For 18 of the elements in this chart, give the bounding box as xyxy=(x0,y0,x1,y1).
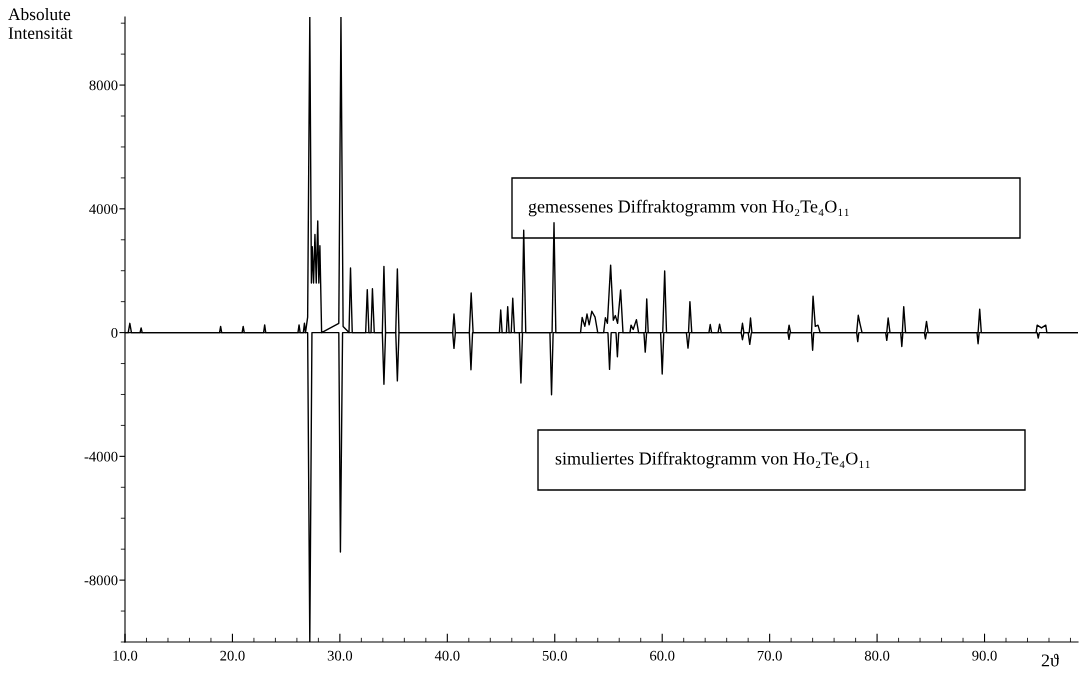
x-tick-label: 20.0 xyxy=(220,650,245,661)
x-tick-label: 60.0 xyxy=(650,650,675,661)
x-tick-label: 80.0 xyxy=(864,650,890,661)
x-tick-label: 40.0 xyxy=(434,650,460,661)
y-tick-label: 4000 xyxy=(89,204,118,215)
y-tick-label: 8000 xyxy=(89,80,118,91)
y-tick-label: 0 xyxy=(111,327,118,338)
x-tick-label: 90.0 xyxy=(972,650,997,661)
x-tick-label: 10.0 xyxy=(113,650,138,661)
y-tick-label: -4000 xyxy=(84,451,118,462)
y-tick-label: -8000 xyxy=(84,575,118,586)
x-axis-title: 2ϑ xyxy=(1041,653,1059,667)
annotation: simuliertes Diffraktogramm von Ho₂Te₄O₁₁ xyxy=(555,451,870,469)
x-tick-label: 70.0 xyxy=(757,650,782,661)
x-tick-label: 50.0 xyxy=(542,650,567,661)
y-axis-title: Absolute Intensität xyxy=(8,8,73,39)
x-tick-label: 30.0 xyxy=(327,650,353,661)
annotation: gemessenes Diffraktogramm von Ho₂Te₄O₁₁ xyxy=(528,199,849,217)
